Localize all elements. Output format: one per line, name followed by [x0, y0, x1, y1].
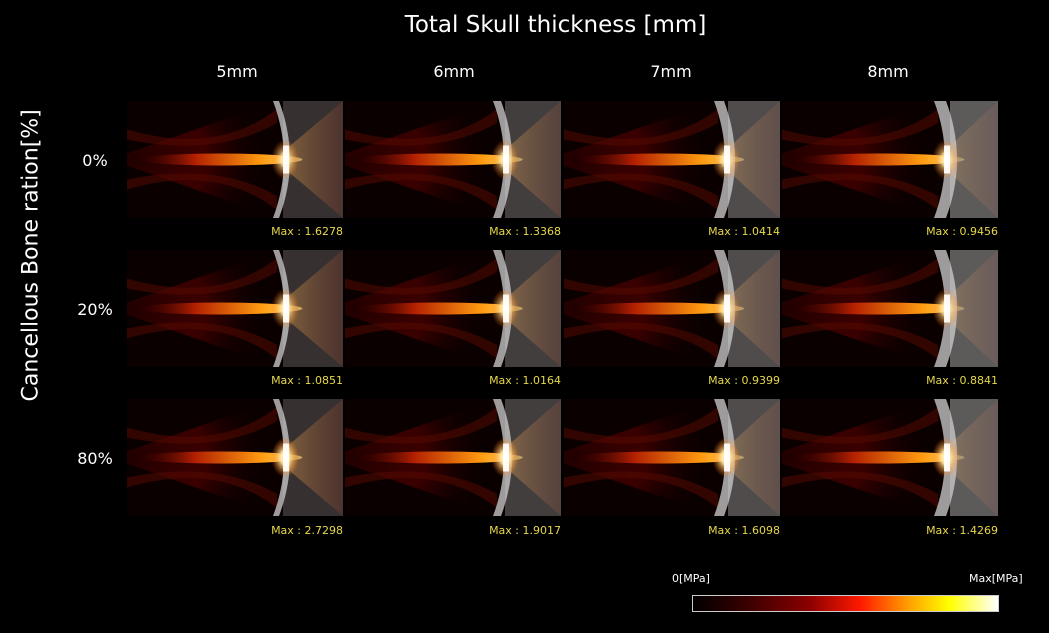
pressure-field-panel — [782, 101, 998, 218]
max-pressure-label: Max : 1.0164 — [489, 374, 561, 387]
pressure-field-panel — [782, 399, 998, 516]
pressure-field-panel — [127, 399, 343, 516]
max-pressure-label: Max : 0.8841 — [926, 374, 998, 387]
row-label-80pct: 80% — [77, 449, 113, 468]
column-label-8mm: 8mm — [867, 62, 909, 81]
max-pressure-label: Max : 1.0414 — [708, 225, 780, 238]
row-label-0pct: 0% — [82, 151, 108, 170]
pressure-field-panel — [782, 250, 998, 367]
pressure-field-panel — [345, 101, 561, 218]
max-pressure-label: Max : 1.9017 — [489, 524, 561, 537]
max-pressure-label: Max : 0.9399 — [708, 374, 780, 387]
colorbar-max-label: Max[MPa] — [969, 572, 1023, 585]
figure-title: Total Skull thickness [mm] — [404, 12, 707, 38]
y-axis-label: Cancellous Bone ration[%] — [18, 109, 44, 402]
pressure-field-panel — [127, 250, 343, 367]
pressure-field-panel — [345, 399, 561, 516]
max-pressure-label: Max : 1.4269 — [926, 524, 998, 537]
colorbar-min-label: 0[MPa] — [672, 572, 710, 585]
column-label-6mm: 6mm — [433, 62, 475, 81]
row-label-20pct: 20% — [77, 300, 113, 319]
max-pressure-label: Max : 0.9456 — [926, 225, 998, 238]
pressure-field-panel — [127, 101, 343, 218]
pressure-field-panel — [345, 250, 561, 367]
pressure-colorbar — [692, 595, 999, 612]
column-label-7mm: 7mm — [650, 62, 692, 81]
column-label-5mm: 5mm — [216, 62, 258, 81]
max-pressure-label: Max : 1.6098 — [708, 524, 780, 537]
pressure-field-panel — [564, 250, 780, 367]
pressure-field-panel — [564, 101, 780, 218]
max-pressure-label: Max : 1.0851 — [271, 374, 343, 387]
max-pressure-label: Max : 1.6278 — [271, 225, 343, 238]
pressure-field-panel — [564, 399, 780, 516]
max-pressure-label: Max : 1.3368 — [489, 225, 561, 238]
max-pressure-label: Max : 2.7298 — [271, 524, 343, 537]
